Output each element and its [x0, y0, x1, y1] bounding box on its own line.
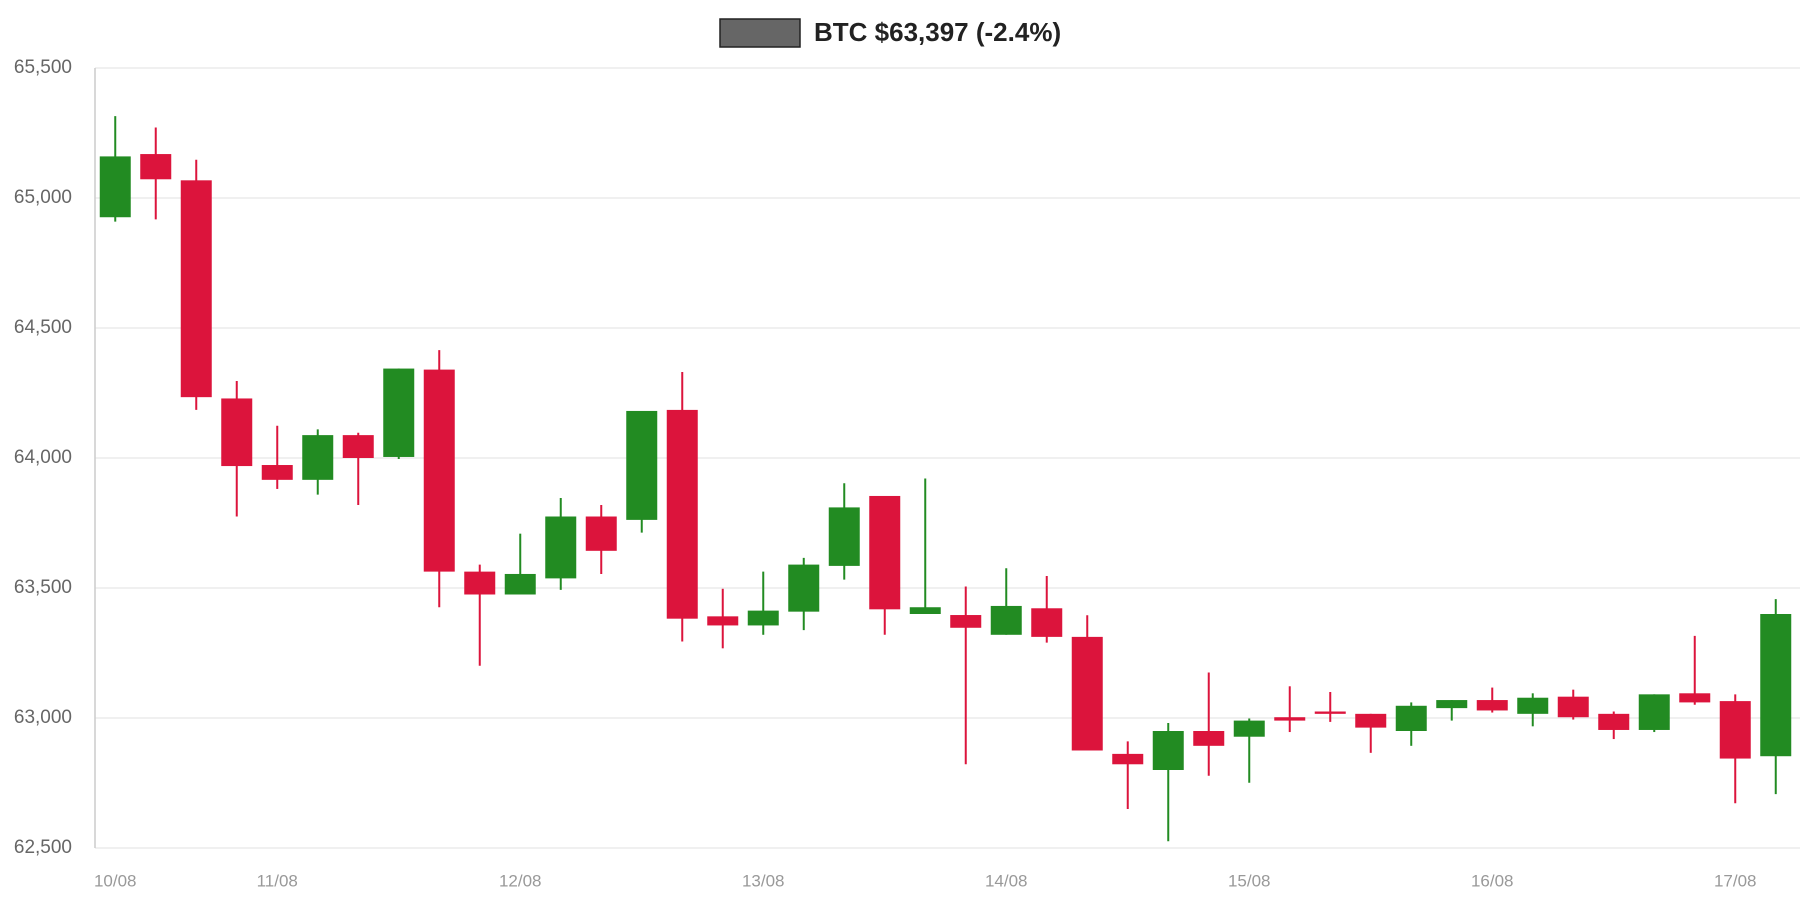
x-tick-label: 17/08	[1714, 871, 1757, 890]
y-tick-label: 65,500	[14, 57, 72, 78]
candle-body	[788, 564, 820, 612]
candle-body	[1314, 711, 1346, 714]
x-tick-label: 11/08	[257, 871, 298, 890]
x-tick-label: 13/08	[742, 871, 785, 890]
candle-body	[1071, 636, 1103, 751]
candle-body	[707, 616, 739, 626]
candle-body	[869, 495, 901, 610]
candle-body	[464, 571, 496, 595]
x-tick-label: 10/08	[94, 871, 137, 890]
candle-body	[140, 154, 172, 180]
candle-body	[1274, 717, 1306, 721]
candle-body	[1395, 705, 1427, 731]
y-tick-label: 64,000	[14, 447, 72, 468]
candle-body	[423, 369, 455, 572]
y-tick-label: 63,000	[14, 707, 72, 728]
legend-swatch	[719, 18, 801, 48]
candle-body	[1679, 693, 1711, 703]
candle-body	[302, 435, 334, 480]
y-tick-label: 65,000	[14, 187, 72, 208]
x-tick-label: 14/08	[985, 871, 1028, 890]
candle-body	[909, 607, 941, 614]
candle-body	[585, 516, 617, 551]
candle-body	[828, 507, 860, 566]
candle-body	[342, 435, 374, 458]
candle-body	[1557, 696, 1589, 718]
candle-body	[221, 398, 253, 467]
candle-body	[747, 610, 779, 626]
x-tick-label: 12/08	[499, 871, 542, 890]
x-tick-label: 16/08	[1471, 871, 1514, 890]
candle-body	[1719, 701, 1751, 759]
candle-body	[1233, 720, 1265, 737]
candle-body	[1436, 700, 1468, 709]
candle-body	[1152, 731, 1184, 770]
candle-body	[1517, 697, 1549, 714]
y-tick-label: 63,500	[14, 577, 72, 598]
candle-body	[1760, 614, 1792, 757]
candle-body	[504, 573, 536, 595]
candle-body	[1355, 713, 1387, 728]
candle-body	[950, 615, 982, 628]
y-tick-label: 62,500	[14, 837, 72, 858]
candle-body	[1193, 731, 1225, 746]
x-tick-label: 15/08	[1228, 871, 1271, 890]
legend-label: BTC $63,397 (-2.4%)	[814, 17, 1061, 47]
y-tick-label: 64,500	[14, 317, 72, 338]
candle-body	[666, 409, 698, 619]
candle-body	[1476, 700, 1508, 711]
candle-body	[99, 156, 131, 218]
candle-body	[261, 465, 293, 480]
candle-body	[1031, 608, 1063, 637]
candle-body	[990, 605, 1022, 635]
candle-body	[1638, 694, 1670, 730]
candle-body	[545, 516, 577, 579]
candle-body	[1598, 713, 1630, 730]
candle-body	[180, 180, 212, 398]
candle-body	[626, 410, 658, 520]
candle-body	[1112, 753, 1144, 765]
candle-body	[383, 368, 415, 457]
